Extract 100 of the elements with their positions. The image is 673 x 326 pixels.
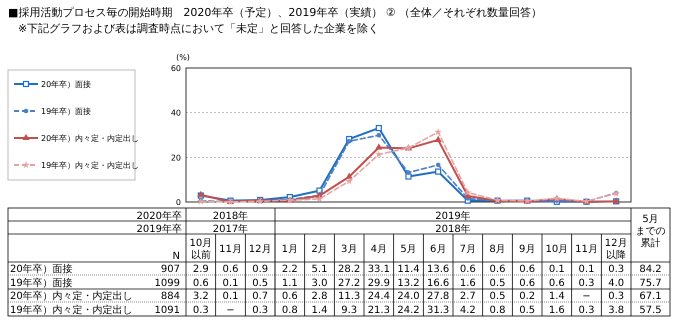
- x-tick-label: 5月: [400, 244, 417, 255]
- data-label: 0.2: [519, 291, 536, 302]
- data-label: 0.6: [460, 264, 476, 275]
- data-label: 1.4: [548, 291, 565, 302]
- x-tick-label: 4月: [370, 244, 388, 255]
- legend-label: 19年卒）面接: [41, 107, 92, 116]
- data-label: 27.8: [427, 291, 450, 302]
- x-tick-label: 10月: [545, 244, 568, 255]
- data-label: 0.6: [519, 278, 536, 289]
- legend-label: 19年卒）内々定・内定出し: [41, 161, 140, 170]
- data-label: 31.3: [427, 305, 450, 316]
- data-label: 1.6: [548, 305, 565, 316]
- data-label: 0.3: [608, 264, 624, 275]
- data-label: 11.4: [397, 264, 420, 275]
- data-label: 0.6: [519, 264, 536, 275]
- data-label: 24.0: [397, 291, 420, 302]
- legend-label: 20年卒）内々定・内定出し: [41, 134, 140, 143]
- data-label: 2.8: [312, 291, 328, 302]
- data-label: 0.6: [548, 278, 565, 289]
- data-label: 2.9: [192, 264, 209, 275]
- y-tick-label: 20: [170, 153, 181, 162]
- text: 1099: [154, 278, 180, 289]
- x-tick-label: 6月: [430, 244, 446, 255]
- x-tick-label: 12月: [248, 244, 272, 255]
- data-label: 13.6: [427, 264, 450, 275]
- data-label: 0.5: [519, 305, 536, 316]
- data-label: 28.2: [338, 264, 360, 275]
- chart-subtitle: ※下記グラフおよび表は調査時点において「未定」と回答した企業を除く: [18, 22, 380, 35]
- data-label: 5.1: [312, 264, 328, 275]
- data-label: 16.6: [427, 278, 450, 289]
- x-tick-label: 11月: [219, 244, 242, 255]
- data-label: 24.2: [397, 305, 420, 316]
- data-label: 0.3: [608, 291, 624, 302]
- data-label: 0.9: [252, 264, 268, 275]
- data-label: −: [582, 291, 591, 302]
- data-label: 29.9: [368, 278, 390, 289]
- text: 2019年卒: [136, 223, 182, 235]
- data-label: 21.3: [368, 305, 390, 316]
- data-label: 0.1: [222, 278, 238, 289]
- x-tick-label: 9月: [518, 244, 536, 255]
- data-label: 0.5: [252, 278, 268, 289]
- data-label: 3.2: [192, 291, 209, 302]
- data-label: 0.8: [490, 305, 506, 316]
- x-tick-label: 12月以降: [604, 238, 628, 261]
- data-label: −: [226, 305, 235, 316]
- y-tick-label: 60: [170, 64, 181, 73]
- data-label: 0.5: [490, 278, 506, 289]
- x-tick-label: 3月: [340, 244, 358, 255]
- x-tick-label: 10月以前: [189, 238, 212, 261]
- data-label: 0.5: [490, 291, 506, 302]
- text: 75.7: [639, 278, 662, 289]
- data-label: 9.3: [341, 305, 358, 316]
- data-label: 4.0: [608, 278, 624, 289]
- x-tick-label: 7月: [460, 244, 476, 255]
- data-label: 3.8: [608, 305, 624, 316]
- text: 2018年: [212, 210, 248, 222]
- data-label: 0.6: [222, 264, 238, 275]
- y-tick-label: 40: [170, 108, 181, 118]
- data-label: 0.6: [192, 278, 209, 289]
- data-label: 1.1: [282, 278, 298, 289]
- data-label: 0.1: [548, 264, 565, 275]
- text: 2018年: [435, 223, 471, 235]
- data-label: 24.4: [368, 291, 390, 302]
- data-label: 13.2: [397, 278, 420, 289]
- text: N: [172, 251, 180, 262]
- chart-title: ■採用活動プロセス毎の開始時期 2020年卒（予定）、2019年卒（実績） ② （全体／それぞれ数量回答）: [8, 6, 542, 19]
- data-label: 4.2: [460, 305, 476, 316]
- data-label: 0.3: [192, 305, 209, 316]
- data-label: 1.4: [312, 305, 328, 316]
- data-label: 0.1: [222, 291, 238, 302]
- data-label: 2.2: [282, 264, 298, 275]
- data-label: 0.3: [578, 278, 594, 289]
- text: 19年卒）面接: [10, 278, 73, 289]
- y-axis-title: (%): [176, 53, 190, 62]
- text: 20年卒）内々定・内定出し: [10, 291, 133, 302]
- data-label: 0.3: [252, 305, 268, 316]
- data-label: 0.1: [578, 264, 594, 275]
- data-label: 0.8: [282, 305, 298, 316]
- x-tick-label: 11月: [575, 244, 598, 255]
- text: 57.5: [639, 305, 662, 316]
- legend-label: 20年卒）面接: [41, 80, 92, 89]
- data-label: 0.6: [490, 264, 506, 275]
- x-tick-label: 2月: [311, 244, 328, 255]
- text: 1091: [154, 305, 180, 316]
- x-tick-label: 8月: [489, 244, 506, 255]
- text: 2017年: [212, 223, 248, 235]
- text: 907: [160, 264, 180, 275]
- data-label: 0.6: [282, 291, 298, 302]
- text: 84.2: [639, 264, 662, 275]
- data-label: 33.1: [368, 264, 390, 275]
- data-label: 11.3: [338, 291, 360, 302]
- text: 19年卒）内々定・内定出し: [10, 305, 133, 316]
- x-tick-label: 1月: [282, 244, 298, 255]
- y-tick-label: 0: [176, 198, 181, 207]
- text: 20年卒）面接: [10, 264, 73, 275]
- data-label: 0.3: [578, 305, 594, 316]
- text: 2020年卒: [136, 210, 182, 222]
- text: 884: [160, 291, 180, 302]
- data-label: 1.6: [460, 278, 476, 289]
- data-label: 3.0: [312, 278, 328, 289]
